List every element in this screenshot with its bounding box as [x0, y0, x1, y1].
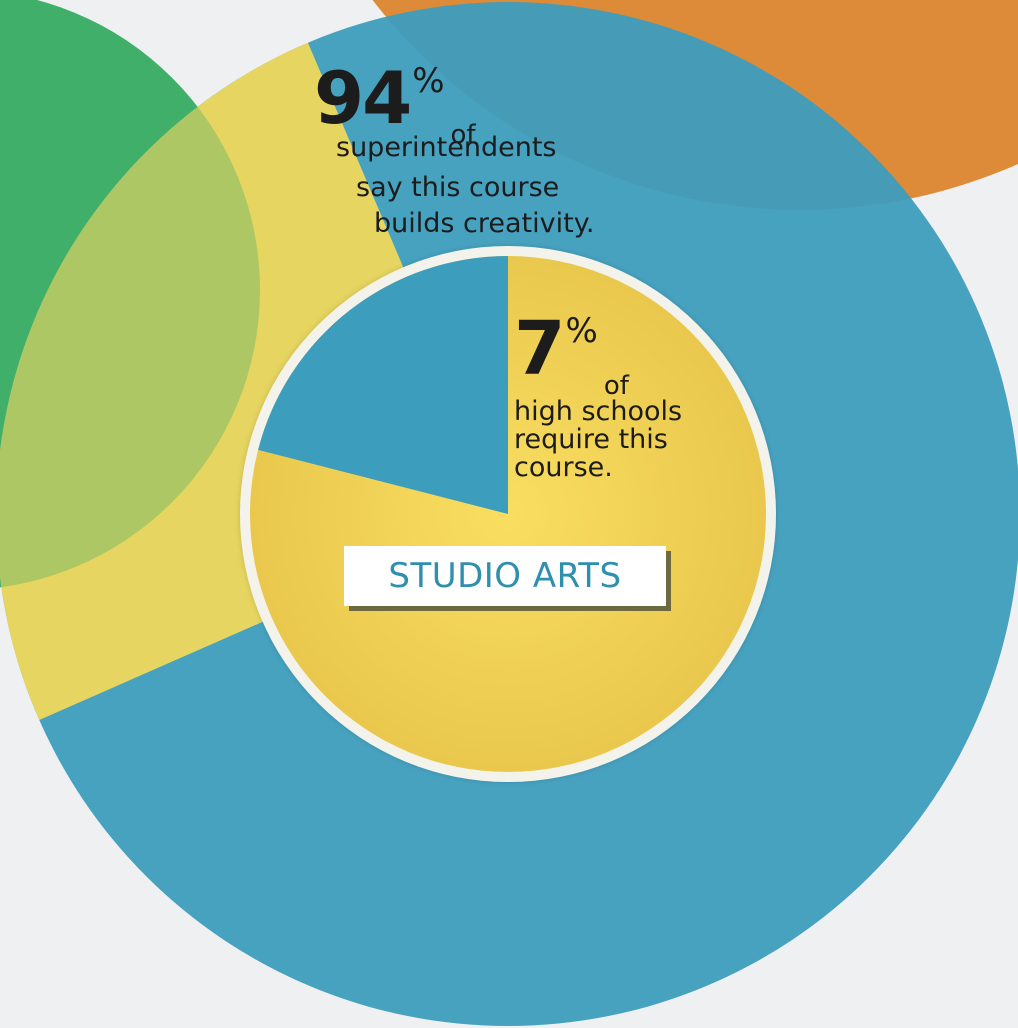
outer-stat-callout: 94%of superintendents say this course bu…: [314, 61, 654, 238]
inner-stat-line-3: course.: [514, 452, 613, 483]
inner-stat-callout: 7%of high schools require this course.: [514, 312, 744, 482]
green-overlap-circle: [0, 0, 260, 588]
inner-disc-value-slice: [258, 256, 508, 514]
outer-stat-line-3: builds creativity.: [374, 208, 595, 239]
inner-stat-of: of: [603, 371, 629, 401]
inner-stat-line-2: require this: [514, 424, 668, 455]
outer-stat-line-2: say this course: [356, 172, 560, 203]
outer-stat-number: 94: [314, 56, 412, 140]
inner-stat-line-1: high schools: [514, 396, 683, 427]
inner-stat-number: 7: [514, 306, 565, 392]
outer-stat-percent-sign: %: [412, 61, 445, 101]
outer-stat-line-1: superintendents: [336, 132, 557, 163]
course-label: STUDIO ARTS: [388, 556, 622, 596]
outer-stat-of: of: [450, 120, 476, 150]
inner-stat-percent-sign: %: [565, 311, 598, 351]
course-label-box: STUDIO ARTS: [344, 546, 666, 606]
